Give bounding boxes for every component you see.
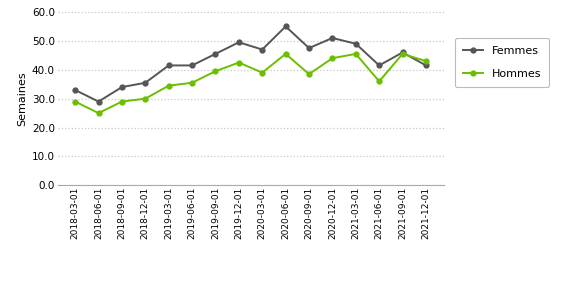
Hommes <box>306 72 313 76</box>
Hommes <box>423 59 430 63</box>
Hommes <box>95 111 102 115</box>
Legend: Femmes, Hommes: Femmes, Hommes <box>455 38 549 87</box>
Femmes <box>165 64 172 67</box>
Femmes <box>142 81 149 85</box>
Femmes <box>282 25 289 28</box>
Femmes <box>71 88 78 92</box>
Hommes <box>119 100 126 103</box>
Hommes <box>353 52 359 56</box>
Hommes <box>188 81 195 85</box>
Line: Femmes: Femmes <box>73 24 429 104</box>
Hommes <box>71 100 78 103</box>
Femmes <box>119 85 126 89</box>
Hommes <box>212 69 219 73</box>
Hommes <box>236 61 242 64</box>
Femmes <box>376 64 382 67</box>
Femmes <box>306 46 313 50</box>
Line: Hommes: Hommes <box>73 51 429 115</box>
Hommes <box>142 97 149 100</box>
Hommes <box>165 84 172 88</box>
Hommes <box>376 80 382 83</box>
Femmes <box>188 64 195 67</box>
Femmes <box>399 51 406 54</box>
Hommes <box>329 57 336 60</box>
Femmes <box>236 41 242 44</box>
Femmes <box>95 100 102 103</box>
Hommes <box>282 52 289 56</box>
Femmes <box>259 48 266 51</box>
Femmes <box>212 52 219 56</box>
Femmes <box>329 36 336 40</box>
Femmes <box>423 64 430 67</box>
Hommes <box>259 71 266 74</box>
Hommes <box>399 52 406 56</box>
Femmes <box>353 42 359 45</box>
Y-axis label: Semaines: Semaines <box>18 71 28 126</box>
